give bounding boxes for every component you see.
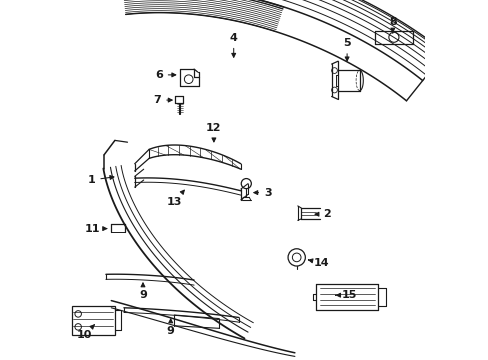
Text: 7: 7 [153,95,172,105]
Text: 14: 14 [308,258,329,268]
Text: 10: 10 [77,325,94,340]
Text: 13: 13 [166,190,184,207]
Text: 15: 15 [335,290,356,300]
Text: 2: 2 [314,209,330,219]
Text: 11: 11 [84,224,106,234]
Text: 5: 5 [343,38,350,61]
Bar [72,306,115,335]
Text: 3: 3 [253,188,271,198]
Text: 1: 1 [87,175,114,185]
Text: 9: 9 [139,283,146,300]
Text: 12: 12 [206,123,221,142]
Text: 6: 6 [155,70,175,80]
Text: 9: 9 [166,319,174,336]
Text: 4: 4 [229,33,237,57]
Text: 8: 8 [388,17,396,33]
